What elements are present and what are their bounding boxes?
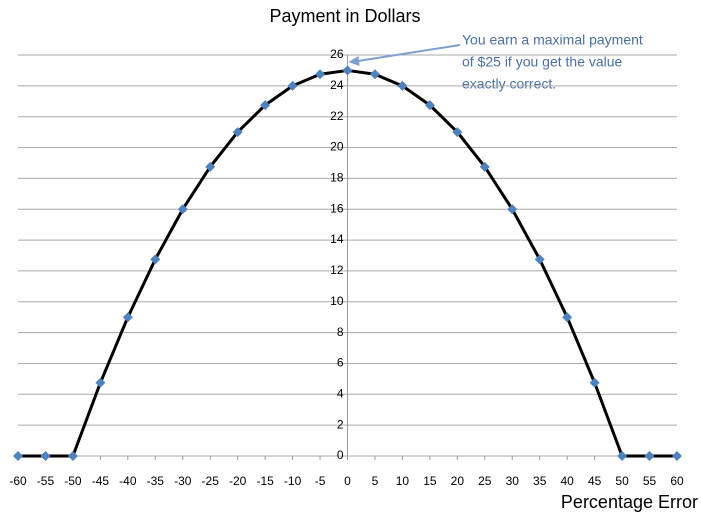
y-tick-label: 16 [330, 201, 344, 215]
data-point [507, 204, 518, 215]
data-point [369, 69, 380, 80]
y-tick-label: 24 [330, 78, 344, 92]
data-point [122, 312, 133, 323]
y-tick-label: 12 [330, 263, 344, 277]
y-tick-label: 26 [330, 47, 344, 61]
y-tick-label: 14 [330, 232, 344, 246]
data-point [644, 451, 655, 461]
data-point [672, 451, 682, 461]
data-point [617, 451, 628, 461]
y-tick-label: 4 [337, 386, 344, 400]
chart-title: Payment in Dollars [269, 6, 420, 26]
data-point [95, 377, 106, 388]
y-tick-label: 10 [330, 294, 344, 308]
y-tick-label: 18 [330, 171, 344, 185]
y-tick-label: 20 [330, 140, 344, 154]
annotation-line: of $25 if you get the value [462, 54, 623, 70]
y-tick-label: 6 [337, 356, 344, 370]
y-tick-label: 0 [337, 448, 344, 462]
x-tick-label: -5 [315, 474, 326, 488]
data-point [424, 100, 435, 111]
x-tick-label: 20 [451, 474, 465, 488]
x-tick-label: 0 [344, 474, 351, 488]
x-tick-label: -50 [64, 474, 82, 488]
x-tick-label: -45 [92, 474, 110, 488]
y-tick-label: 22 [330, 109, 344, 123]
x-tick-label: 55 [643, 474, 657, 488]
x-tick-label: -40 [119, 474, 137, 488]
x-tick-label: 25 [478, 474, 492, 488]
x-tick-label: -25 [202, 474, 220, 488]
x-axis-title: Percentage Error [561, 492, 698, 512]
data-point [534, 254, 545, 265]
x-tick-label: -35 [147, 474, 165, 488]
data-point [589, 377, 600, 388]
y-tick-label: 2 [337, 417, 344, 431]
data-point [177, 204, 188, 215]
x-tick-label: 15 [423, 474, 437, 488]
data-point [150, 254, 161, 265]
annotation-arrow [351, 44, 461, 63]
x-tick-label: 10 [396, 474, 410, 488]
data-point [67, 451, 78, 461]
data-point [205, 161, 216, 172]
data-point [562, 312, 573, 323]
data-point [397, 80, 408, 91]
annotation-arrowhead [348, 56, 360, 66]
data-point [260, 100, 271, 111]
x-tick-label: 5 [372, 474, 379, 488]
x-tick-label: 60 [670, 474, 684, 488]
data-point [479, 161, 490, 172]
x-tick-label: -15 [256, 474, 274, 488]
x-tick-label: -30 [174, 474, 192, 488]
data-point [40, 451, 51, 461]
x-tick-label: 50 [615, 474, 629, 488]
x-tick-label: -20 [229, 474, 247, 488]
x-tick-label: 40 [560, 474, 574, 488]
data-point [452, 127, 463, 138]
x-tick-label: 30 [506, 474, 520, 488]
x-tick-label: -55 [37, 474, 55, 488]
x-tick-label: 45 [588, 474, 602, 488]
y-tick-label: 8 [337, 325, 344, 339]
x-tick-label: -10 [284, 474, 302, 488]
data-point [315, 69, 326, 80]
x-tick-label: -60 [9, 474, 27, 488]
data-point [287, 80, 298, 91]
data-point [232, 127, 243, 138]
x-tick-label: 35 [533, 474, 547, 488]
annotation-line: You earn a maximal payment [462, 32, 643, 48]
data-point [13, 451, 23, 461]
annotation-line: exactly correct. [462, 76, 556, 92]
data-point [342, 65, 353, 76]
